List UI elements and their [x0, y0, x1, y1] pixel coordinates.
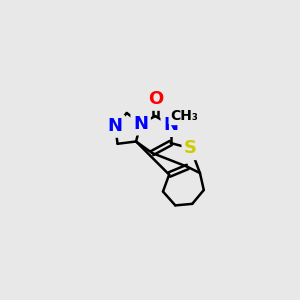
- Text: N: N: [133, 115, 148, 133]
- Text: N: N: [108, 117, 123, 135]
- Text: O: O: [148, 90, 163, 108]
- Text: N: N: [163, 116, 178, 134]
- Text: CH₃: CH₃: [171, 109, 199, 123]
- Text: S: S: [184, 140, 197, 158]
